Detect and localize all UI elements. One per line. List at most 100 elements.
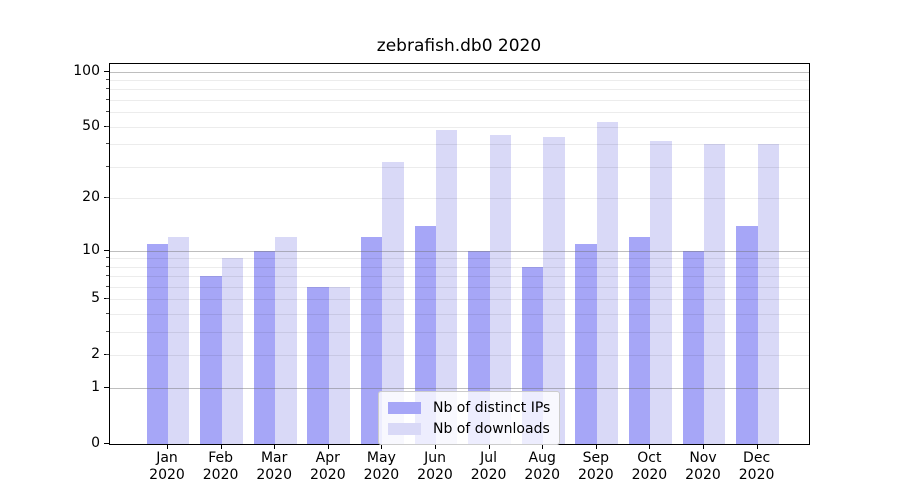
x-tick-label-line: Jun — [424, 450, 446, 466]
x-tick-label-jul-2020: Jul 2020 — [457, 450, 521, 484]
bar-jan-2020-nb-of-downloads — [168, 237, 190, 444]
gridline-minor-9 — [110, 258, 809, 260]
x-tick-label-line: Apr — [315, 450, 340, 466]
bar-nov-2020-nb-of-downloads — [704, 144, 726, 444]
x-tick-label-line: 2020 — [738, 467, 775, 483]
legend-label-downloads: Nb of downloads — [433, 420, 550, 437]
x-tick-label-line: 2020 — [470, 467, 507, 483]
gridline-minor-60 — [110, 112, 809, 114]
gridline-minor-6 — [110, 287, 809, 288]
x-tick-mark-apr-2020 — [327, 445, 329, 449]
gridline-minor-7 — [110, 276, 809, 278]
x-tick-label-line: Feb — [208, 450, 233, 466]
gridline-minor-5 — [110, 299, 809, 301]
bar-feb-2020-nb-of-distinct-ips — [200, 276, 222, 444]
x-tick-label-line: 2020 — [309, 467, 346, 483]
x-tick-label-line: Dec — [743, 450, 771, 466]
bar-feb-2020-nb-of-downloads — [221, 258, 243, 444]
bar-apr-2020-nb-of-downloads — [328, 287, 351, 444]
x-tick-label-line: May — [366, 450, 396, 466]
legend-row-distinct-ips: Nb of distinct IPs — [388, 397, 550, 418]
gridline-minor-4 — [110, 314, 809, 316]
y-tick-label-50: 50 — [82, 117, 100, 134]
gridline-minor-40 — [110, 144, 809, 146]
x-tick-mark-aug-2020 — [542, 445, 544, 449]
y-minor-tick-mark-2 — [106, 354, 109, 356]
x-tick-label-line: Nov — [689, 450, 717, 466]
y-minor-tick-mark-4 — [106, 313, 109, 315]
bar-nov-2020-nb-of-distinct-ips — [682, 250, 704, 444]
x-tick-label-line: 2020 — [685, 467, 721, 483]
chart-title: zebrafish.db0 2020 — [376, 36, 542, 56]
x-tick-label-line: Jan — [156, 450, 178, 466]
x-tick-label-line: 2020 — [631, 467, 668, 483]
x-tick-label-line: 2020 — [417, 467, 453, 483]
bar-may-2020-nb-of-distinct-ips — [361, 237, 383, 444]
legend-row-downloads: Nb of downloads — [388, 418, 550, 439]
x-tick-mark-jun-2020 — [435, 445, 436, 449]
x-tick-label-line: 2020 — [363, 467, 400, 483]
gridline-major-10 — [110, 250, 809, 252]
y-minor-tick-mark-70 — [106, 99, 109, 101]
y-tick-mark-0 — [104, 443, 109, 444]
x-tick-label-line: 2020 — [524, 467, 560, 483]
x-tick-label-jun-2020: Jun 2020 — [403, 450, 467, 484]
bar-jan-2020-nb-of-distinct-ips — [146, 243, 168, 444]
y-tick-mark-1 — [104, 387, 109, 389]
x-tick-label-line: 2020 — [256, 467, 292, 483]
x-tick-label-jan-2020: Jan 2020 — [135, 450, 199, 484]
bar-jun-2020-nb-of-downloads — [436, 130, 458, 444]
y-minor-tick-mark-6 — [106, 286, 109, 287]
y-minor-tick-mark-20 — [106, 197, 109, 199]
x-tick-mark-feb-2020 — [220, 445, 222, 449]
bar-mar-2020-nb-of-downloads — [275, 237, 297, 444]
x-tick-mark-mar-2020 — [274, 445, 276, 449]
gridline-minor-3 — [110, 332, 809, 334]
legend-swatch-downloads — [388, 422, 421, 435]
x-tick-label-feb-2020: Feb 2020 — [189, 450, 253, 484]
y-minor-tick-mark-5 — [106, 298, 109, 300]
bar-apr-2020-nb-of-distinct-ips — [307, 287, 329, 444]
gridline-minor-90 — [110, 80, 809, 81]
bar-jun-2020-nb-of-distinct-ips — [414, 225, 436, 444]
x-tick-mark-oct-2020 — [649, 445, 651, 449]
gridline-minor-50 — [110, 126, 809, 128]
x-tick-label-line: 2020 — [577, 467, 614, 483]
gridline-minor-70 — [110, 100, 809, 102]
x-tick-mark-sep-2020 — [595, 445, 597, 449]
x-tick-mark-jan-2020 — [167, 445, 168, 449]
y-tick-label-10: 10 — [82, 241, 100, 258]
gridline-major-1 — [110, 388, 809, 390]
bar-oct-2020-nb-of-distinct-ips — [629, 237, 651, 444]
bar-dec-2020-nb-of-distinct-ips — [736, 225, 758, 444]
y-minor-tick-mark-8 — [106, 265, 109, 267]
x-tick-mark-jul-2020 — [488, 445, 490, 449]
x-tick-label-line: 2020 — [202, 467, 239, 483]
y-minor-tick-mark-50 — [106, 125, 109, 127]
y-tick-label-20: 20 — [82, 189, 100, 206]
bar-oct-2020-nb-of-downloads — [650, 140, 672, 444]
plot-area: Nb of distinct IPs Nb of downloads — [109, 63, 810, 445]
legend-swatch-distinct-ips — [388, 401, 421, 414]
gridline-minor-30 — [110, 166, 809, 168]
gridline-minor-2 — [110, 355, 809, 357]
gridline-minor-80 — [110, 89, 809, 91]
x-tick-mark-nov-2020 — [703, 445, 704, 449]
y-minor-tick-mark-40 — [106, 143, 109, 145]
x-tick-mark-dec-2020 — [756, 445, 758, 449]
bar-sep-2020-nb-of-distinct-ips — [575, 243, 597, 444]
bar-dec-2020-nb-of-downloads — [757, 144, 779, 444]
y-tick-mark-100 — [104, 70, 109, 72]
y-minor-tick-mark-80 — [106, 88, 109, 90]
x-tick-label-dec-2020: Dec 2020 — [725, 450, 789, 484]
x-tick-mark-may-2020 — [381, 445, 383, 449]
bar-jul-2020-nb-of-downloads — [489, 135, 511, 444]
legend: Nb of distinct IPs Nb of downloads — [378, 391, 560, 445]
x-tick-label-may-2020: May 2020 — [349, 450, 413, 484]
x-tick-label-nov-2020: Nov 2020 — [671, 450, 735, 484]
bar-sep-2020-nb-of-downloads — [596, 122, 619, 444]
gridline-minor-8 — [110, 266, 809, 268]
x-tick-label-line: Mar — [260, 450, 288, 466]
x-tick-label-apr-2020: Apr 2020 — [296, 450, 360, 484]
y-minor-tick-mark-9 — [106, 257, 109, 259]
